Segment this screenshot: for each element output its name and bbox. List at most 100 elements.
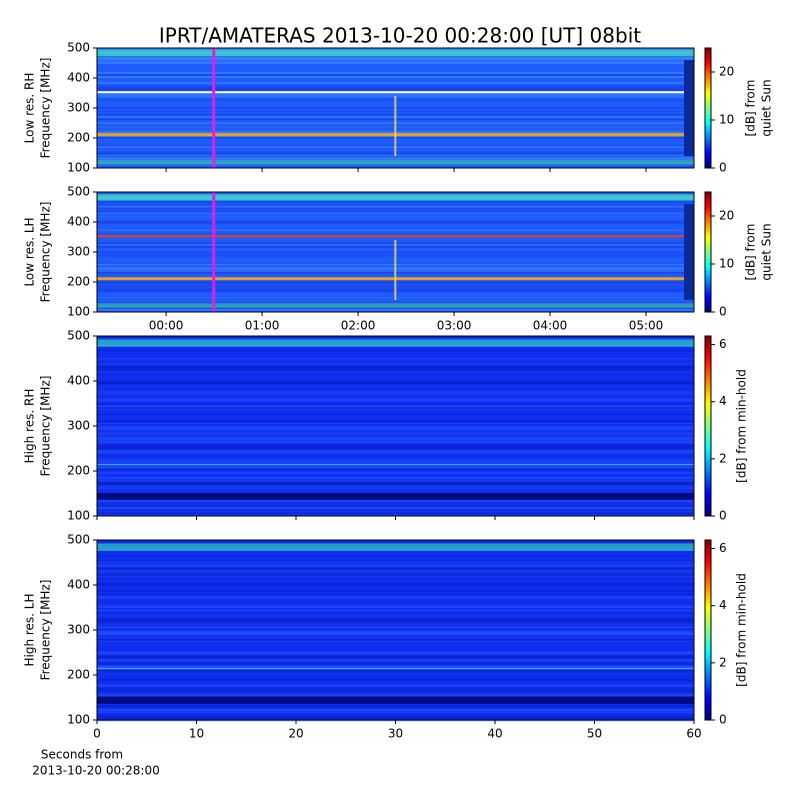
- y-axis-label: Frequency [MHz]: [39, 580, 53, 681]
- spectrogram-texture: [97, 708, 694, 712]
- spectrogram-texture: [97, 89, 694, 92]
- spectrogram-texture: [97, 302, 694, 304]
- x-axis-label: 2013-10-20 00:28:00: [32, 764, 159, 778]
- spectrogram-texture: [97, 511, 694, 514]
- spectrogram-feature: [97, 91, 694, 94]
- spectrogram-texture: [97, 210, 694, 214]
- y-axis-label: High res. LH: [23, 593, 37, 666]
- spectrogram-feature: [97, 194, 694, 201]
- spectrogram-texture: [97, 715, 694, 718]
- colorbar-tick-label: 0: [719, 713, 727, 727]
- spectrogram-texture: [97, 206, 694, 209]
- spectrogram-feature: [684, 60, 694, 156]
- spectrogram-texture: [97, 576, 694, 578]
- spectrogram-texture: [97, 705, 694, 708]
- y-tick-label: 300: [67, 101, 90, 115]
- x-axis-label: Seconds from: [41, 748, 123, 762]
- spectrogram-texture: [97, 573, 694, 577]
- spectrogram-texture: [97, 688, 694, 692]
- spectrogram-texture: [97, 367, 694, 370]
- spectrogram-texture: [97, 408, 694, 411]
- spectrogram-texture: [97, 678, 694, 681]
- colorbar-tick-label: 0: [719, 305, 727, 319]
- spectrogram-feature: [212, 192, 216, 312]
- spectrogram-texture: [97, 357, 694, 360]
- spectrogram-texture: [97, 365, 694, 369]
- colorbar-label: [dB] from min-hold: [735, 369, 749, 483]
- spectrogram-feature: [97, 159, 694, 164]
- spectrogram-texture: [97, 363, 694, 365]
- x-tick-label: 00:00: [149, 319, 184, 333]
- colorbar-label: quiet Sun: [760, 223, 774, 280]
- spectrogram-texture: [97, 717, 694, 720]
- x-tick-label: 04:00: [533, 319, 568, 333]
- spectrogram-texture: [97, 466, 694, 469]
- spectrogram-texture: [97, 638, 694, 642]
- y-tick-label: 100: [67, 161, 90, 175]
- spectrogram-texture: [97, 609, 694, 612]
- y-tick-label: 100: [67, 509, 90, 523]
- spectrogram-texture: [97, 201, 694, 204]
- spectrogram-texture: [97, 566, 694, 569]
- spectrogram-texture: [97, 483, 694, 487]
- spectrogram-texture: [97, 393, 694, 396]
- spectrogram-texture: [97, 471, 694, 475]
- spectrogram-texture: [97, 61, 694, 65]
- figure-title: IPRT/AMATERAS 2013-10-20 00:28:00 [UT] 0…: [159, 24, 641, 48]
- spectrogram-texture: [97, 626, 694, 629]
- spectrogram-texture: [97, 666, 694, 668]
- colorbar-tick-label: 4: [719, 394, 727, 408]
- spectrogram-texture: [97, 458, 694, 461]
- spectrogram-texture: [97, 299, 694, 302]
- spectrogram-texture: [97, 568, 694, 572]
- spectrogram-texture: [97, 640, 694, 642]
- spectrogram-texture: [97, 381, 694, 385]
- spectrogram-texture: [97, 156, 694, 160]
- y-axis-label: Frequency [MHz]: [39, 58, 53, 159]
- spectrogram-texture: [97, 542, 694, 545]
- spectrogram-texture: [97, 606, 694, 609]
- spectrogram-texture: [97, 371, 694, 374]
- spectrogram-texture: [97, 668, 694, 671]
- spectrogram-feature: [97, 50, 694, 57]
- spectrogram-background: [97, 336, 694, 516]
- y-tick-label: 500: [67, 533, 90, 547]
- spectrogram-texture: [97, 564, 694, 566]
- y-axis-label: Low res. RH: [23, 73, 37, 144]
- spectrogram-texture: [97, 451, 694, 454]
- spectrogram-texture: [97, 300, 694, 302]
- colorbar-tick-label: 10: [719, 257, 734, 271]
- y-tick-label: 200: [67, 668, 90, 682]
- spectrogram-texture: [97, 233, 694, 236]
- spectrogram-texture: [97, 684, 694, 687]
- spectrogram-texture: [97, 229, 694, 231]
- x-tick-label: 03:00: [437, 319, 472, 333]
- spectrogram-texture: [97, 695, 694, 697]
- colorbar-tick-label: 6: [719, 541, 727, 555]
- spectrogram-feature: [97, 235, 694, 238]
- spectrogram-texture: [97, 658, 694, 661]
- spectrogram-texture: [97, 691, 694, 693]
- colorbar-label: [dB] from: [744, 224, 758, 281]
- spectrogram-feature: [97, 339, 694, 347]
- spectrogram-texture: [97, 74, 694, 77]
- spectrogram-texture: [97, 541, 694, 543]
- spectrogram-texture: [97, 306, 694, 309]
- colorbar-tick-label: 0: [719, 509, 727, 523]
- spectrogram-texture: [97, 657, 694, 660]
- spectrogram-texture: [97, 405, 694, 408]
- spectrogram-texture: [97, 48, 694, 51]
- spectrogram-texture: [97, 437, 694, 440]
- spectrogram-texture: [97, 432, 694, 435]
- spectrogram-texture: [97, 499, 694, 503]
- y-tick-label: 200: [67, 131, 90, 145]
- y-tick-label: 100: [67, 713, 90, 727]
- spectrogram-texture: [97, 597, 694, 599]
- y-tick-label: 300: [67, 245, 90, 259]
- spectrogram-feature: [97, 303, 694, 308]
- y-axis-label: Low res. LH: [23, 217, 37, 286]
- spectrogram-texture: [97, 403, 694, 405]
- x-tick-label: 02:00: [341, 319, 376, 333]
- spectrogram-texture: [97, 480, 694, 482]
